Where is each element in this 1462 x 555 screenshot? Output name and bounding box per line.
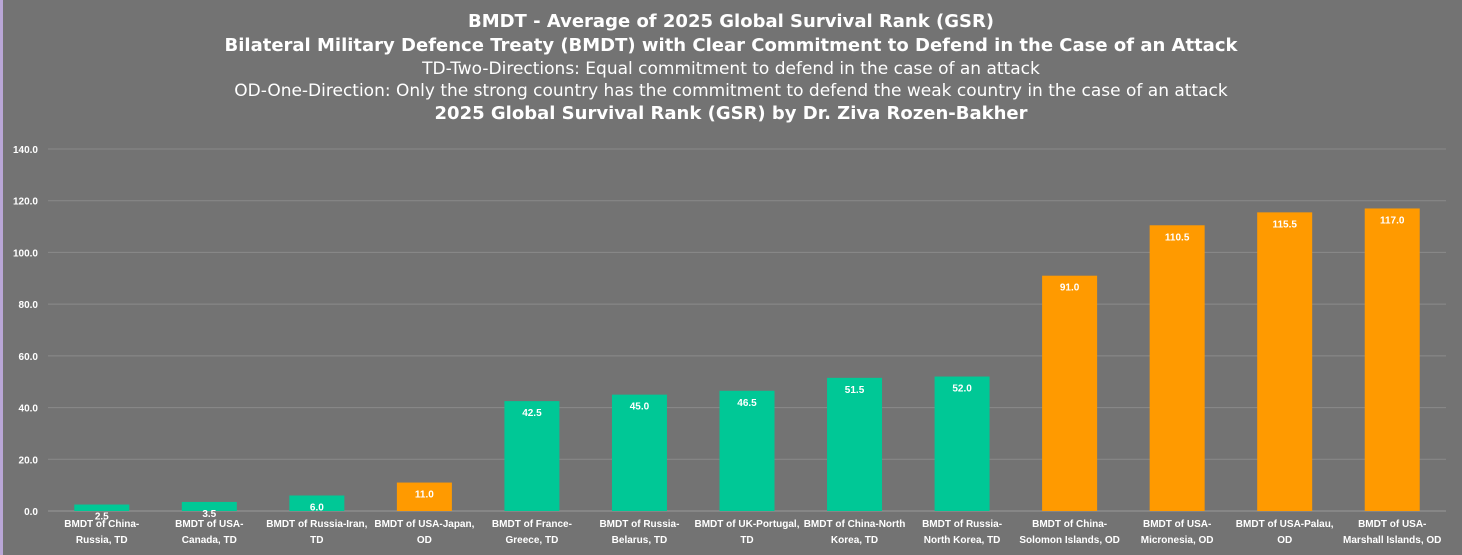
bar xyxy=(396,482,452,511)
x-tick-label: Korea, TD xyxy=(831,535,878,546)
bar xyxy=(74,504,130,511)
x-tick-label: Russia, TD xyxy=(76,535,128,546)
x-tick-label: OD xyxy=(1277,535,1292,546)
chart-title-line-2: Bilateral Military Defence Treaty (BMDT)… xyxy=(224,35,1238,56)
x-tick-label: BMDT of China-North xyxy=(804,519,906,530)
x-tick-label: BMDT of China- xyxy=(64,519,139,530)
x-tick-label: BMDT of USA-Palau, xyxy=(1236,519,1334,530)
x-tick-label: TD xyxy=(310,535,323,546)
bar xyxy=(827,377,883,511)
data-label: 91.0 xyxy=(1060,283,1080,294)
y-tick-label: 100.0 xyxy=(13,248,38,259)
chart-subtitle-od: OD-One-Direction: Only the strong countr… xyxy=(234,81,1228,101)
x-tick-label: BMDT of UK-Portugal, xyxy=(695,519,800,530)
bar xyxy=(719,390,775,511)
x-tick-label: Greece, TD xyxy=(506,535,559,546)
bar xyxy=(1042,275,1098,511)
bar xyxy=(1257,212,1313,511)
x-tick-label: BMDT of USA-Japan, xyxy=(374,519,474,530)
data-label: 115.5 xyxy=(1272,219,1297,230)
x-tick-label: TD xyxy=(740,535,753,546)
x-tick-label: North Korea, TD xyxy=(924,535,1001,546)
x-tick-label: BMDT of USA- xyxy=(1143,519,1211,530)
bar xyxy=(934,376,990,511)
bar xyxy=(181,501,237,511)
x-tick-label: BMDT of Russia-Iran, xyxy=(266,519,367,530)
data-label: 46.5 xyxy=(737,398,757,409)
x-tick-label: BMDT of Russia- xyxy=(599,519,679,530)
x-tick-label: Belarus, TD xyxy=(612,535,668,546)
data-label: 42.5 xyxy=(522,408,542,419)
chart-title-line-1: BMDT - Average of 2025 Global Survival R… xyxy=(467,11,995,32)
data-label: 45.0 xyxy=(630,402,650,413)
data-label: 110.5 xyxy=(1165,232,1190,243)
y-tick-label: 80.0 xyxy=(19,300,39,311)
x-tick-label: Marshall Islands, OD xyxy=(1343,535,1441,546)
y-tick-label: 140.0 xyxy=(13,145,38,156)
x-tick-label: Micronesia, OD xyxy=(1141,535,1214,546)
x-tick-label: Canada, TD xyxy=(182,535,237,546)
x-tick-label: BMDT of China- xyxy=(1032,519,1107,530)
y-tick-label: 40.0 xyxy=(19,404,39,415)
bar xyxy=(1364,208,1420,511)
chart-title-line-5: 2025 Global Survival Rank (GSR) by Dr. Z… xyxy=(434,103,1028,124)
data-label: 52.0 xyxy=(952,384,972,395)
bar xyxy=(289,495,345,511)
data-label: 11.0 xyxy=(415,490,434,501)
chart-subtitle-td: TD-Two-Directions: Equal commitment to d… xyxy=(422,59,1040,79)
x-tick-label: BMDT of France- xyxy=(492,519,572,530)
x-tick-label: BMDT of Russia- xyxy=(922,519,1002,530)
bar xyxy=(1149,225,1205,511)
x-tick-label: BMDT of USA- xyxy=(175,519,243,530)
x-tick-label: Solomon Islands, OD xyxy=(1019,535,1120,546)
x-tick-label: OD xyxy=(417,535,432,546)
y-tick-label: 120.0 xyxy=(13,197,38,208)
data-label: 3.5 xyxy=(202,509,216,520)
x-tick-label: BMDT of USA- xyxy=(1358,519,1426,530)
chart-title-block: BMDT - Average of 2025 Global Survival R… xyxy=(0,10,1462,126)
y-tick-label: 60.0 xyxy=(19,352,39,363)
bar xyxy=(504,401,560,511)
data-label: 6.0 xyxy=(310,502,324,513)
y-tick-label: 0.0 xyxy=(24,507,38,518)
data-label: 51.5 xyxy=(845,385,865,396)
bar xyxy=(611,394,667,511)
data-label: 117.0 xyxy=(1380,215,1405,226)
y-tick-label: 20.0 xyxy=(19,455,39,466)
window-edge xyxy=(0,0,3,555)
data-label: 2.5 xyxy=(95,512,109,523)
